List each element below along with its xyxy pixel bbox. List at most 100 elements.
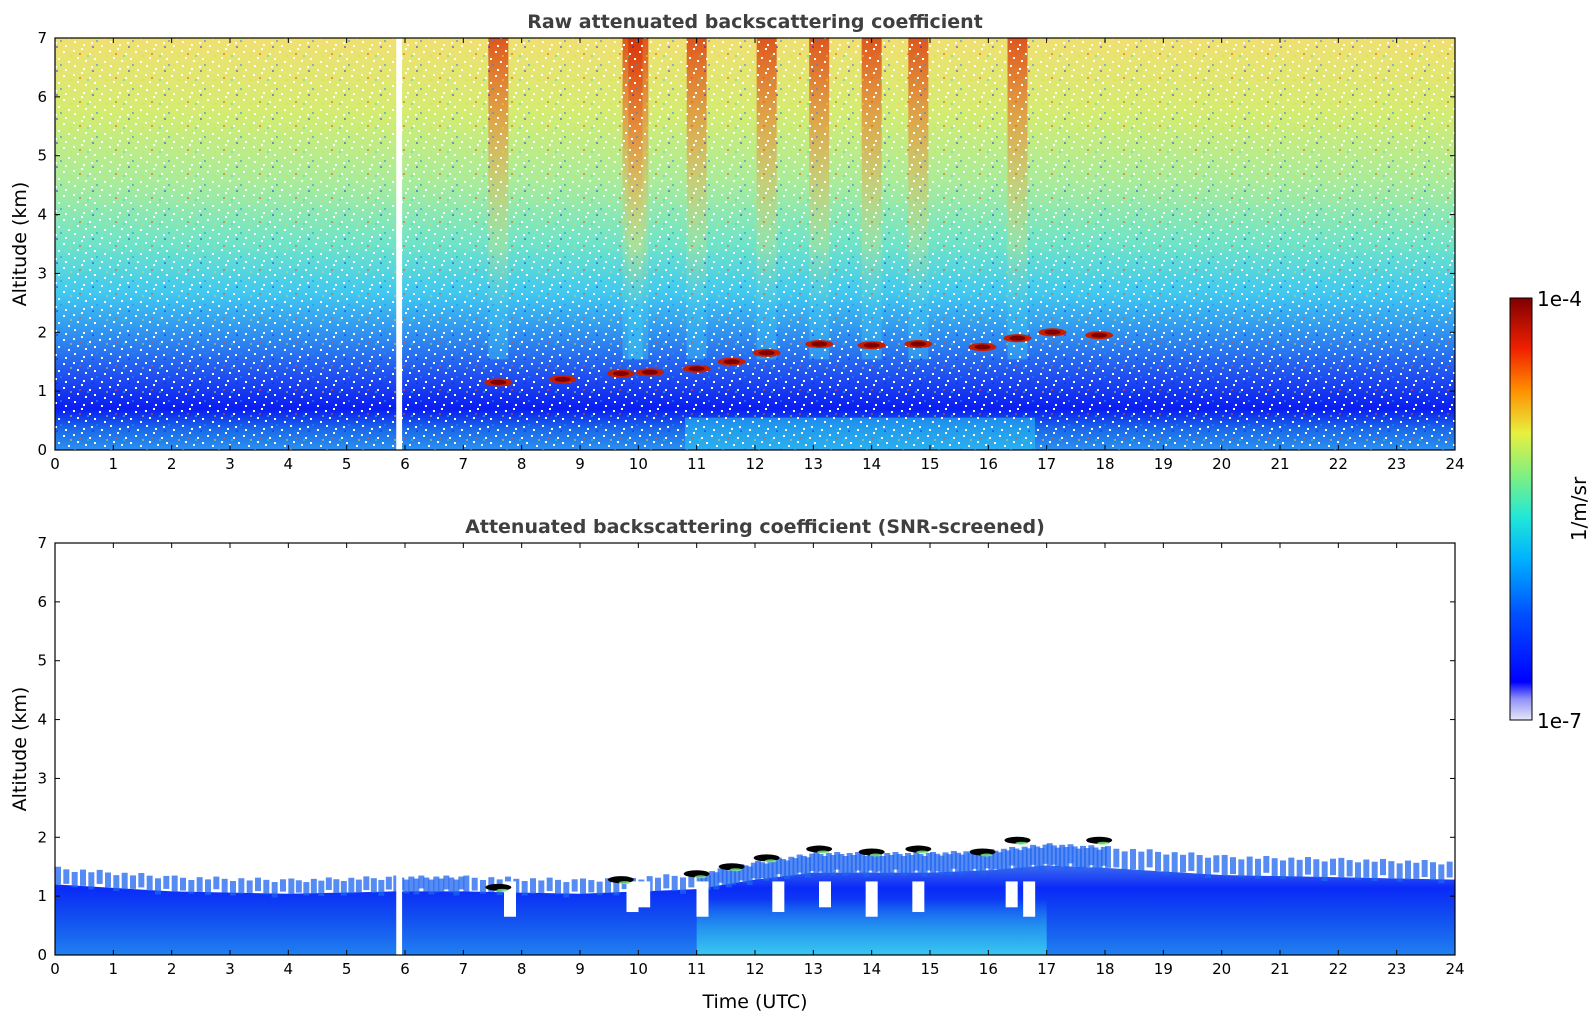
fringe-speckle [709, 871, 716, 888]
fringe-speckle [513, 878, 520, 893]
fringe-speckle [688, 874, 695, 888]
fringe-speckle [458, 876, 465, 890]
fringe-speckle [1113, 848, 1120, 868]
fringe-speckle [784, 860, 791, 880]
x-tick-label: 9 [575, 455, 585, 473]
fringe-speckle [730, 866, 736, 885]
colorbar-min-label: 1e-7 [1537, 709, 1582, 733]
panel2-plot-area [55, 543, 1455, 955]
x-tick-label: 14 [862, 960, 881, 978]
y-tick-label: 5 [37, 147, 47, 165]
fringe-speckle [1146, 849, 1153, 868]
fringe-speckle [1321, 861, 1328, 881]
fringe-speckle [1084, 848, 1091, 868]
x-tick-label: 2 [167, 960, 177, 978]
fringe-speckle [1363, 859, 1370, 878]
fringe-speckle [925, 853, 932, 871]
fringe-speckle [1313, 859, 1320, 878]
fringe-speckle [1413, 862, 1420, 879]
cloud-edge [1097, 841, 1110, 845]
panel2-data-gap [396, 543, 403, 955]
fringe-speckle [1034, 846, 1041, 868]
fringe-speckle [721, 869, 728, 886]
colorbar-unit-label: 1/m/sr [1567, 476, 1591, 541]
fringe-speckle [759, 862, 766, 879]
fringe-speckle [967, 853, 974, 872]
x-tick-label: 17 [1037, 455, 1056, 473]
fringe-speckle [1100, 846, 1107, 866]
fringe-speckle [1430, 862, 1436, 881]
x-tick-label: 20 [1212, 455, 1231, 473]
screened-backscatter-panel: Attenuated backscattering coefficient (S… [9, 516, 1465, 1013]
fringe-speckle [700, 873, 707, 888]
fringe-speckle [734, 868, 741, 884]
cloud-edge [729, 868, 742, 872]
x-tick-label: 0 [50, 455, 60, 473]
fringe-speckle [378, 879, 385, 896]
fringe-speckle [155, 878, 161, 895]
fringe-speckle [418, 875, 425, 889]
cloud-core [811, 341, 828, 347]
fringe-speckle [788, 856, 795, 877]
fringe-speckle [946, 854, 953, 875]
fringe-speckle [571, 879, 578, 892]
fringe-speckle [1305, 857, 1311, 875]
fringe-speckle [859, 854, 866, 874]
fringe-speckle [742, 865, 749, 883]
screened-gap [1005, 881, 1018, 908]
fringe-speckle [1171, 852, 1178, 873]
x-tick-label: 6 [400, 960, 410, 978]
fringe-speckle [971, 849, 978, 869]
x-tick-label: 6 [400, 455, 410, 473]
panel1-x-axis: 0 1 2 3 4 5 6 7 8 9 10 11 12 13 14 15 16 17 18 19 20 21 22 23 24 [50, 38, 1465, 473]
fringe-speckle [1013, 848, 1020, 869]
fringe-speckle [792, 858, 799, 876]
fringe-speckle [1396, 863, 1403, 882]
y-tick-label: 0 [37, 441, 47, 459]
cloud-core [974, 344, 991, 350]
y-tick-label: 7 [37, 534, 47, 552]
fringe-speckle [530, 878, 536, 894]
fringe-speckle [813, 852, 820, 873]
fringe-speckle [438, 878, 445, 892]
cloud-edge [694, 875, 707, 879]
fringe-speckle [555, 879, 561, 895]
cloud-core [554, 376, 571, 382]
cloud-core [723, 359, 740, 365]
panel1-data-gap [396, 38, 403, 450]
fringe-speckle [942, 852, 949, 873]
fringe-speckle [896, 854, 903, 873]
x-tick-label: 10 [629, 960, 648, 978]
screened-gap [819, 881, 831, 908]
fringe-speckle [146, 875, 153, 891]
fringe-speckle [1050, 845, 1057, 865]
fringe-speckle [1446, 861, 1453, 878]
fringe-speckle [1288, 857, 1295, 878]
fringe-speckle [834, 852, 841, 870]
cloud-core [1091, 332, 1108, 338]
fringe-speckle [1238, 859, 1245, 878]
fringe-speckle [255, 877, 261, 892]
fringe-speckle [1371, 861, 1378, 881]
fringe-speckle [1130, 849, 1136, 870]
panel2-y-axis: 0 1 2 3 4 5 6 7 [37, 534, 1455, 964]
fringe-speckle [800, 855, 807, 876]
x-tick-label: 18 [1095, 455, 1114, 473]
x-tick-label: 22 [1329, 960, 1348, 978]
screened-gap [1023, 881, 1036, 917]
x-tick-label: 18 [1095, 960, 1114, 978]
fringe-speckle [842, 856, 849, 876]
fringe-speckle [538, 880, 545, 893]
fringe-speckle [775, 857, 782, 875]
x-tick-label: 13 [804, 455, 823, 473]
fringe-speckle [130, 875, 136, 889]
fringe-speckle [1338, 857, 1345, 878]
fringe-speckle [1067, 844, 1074, 864]
fringe-speckle [771, 861, 778, 881]
fringe-speckle [580, 878, 586, 894]
cloud-core [863, 342, 880, 348]
fringe-speckle [1438, 864, 1445, 884]
fringe-speckle [385, 876, 392, 890]
fringe-speckle [1088, 845, 1095, 866]
y-tick-label: 4 [37, 206, 47, 224]
